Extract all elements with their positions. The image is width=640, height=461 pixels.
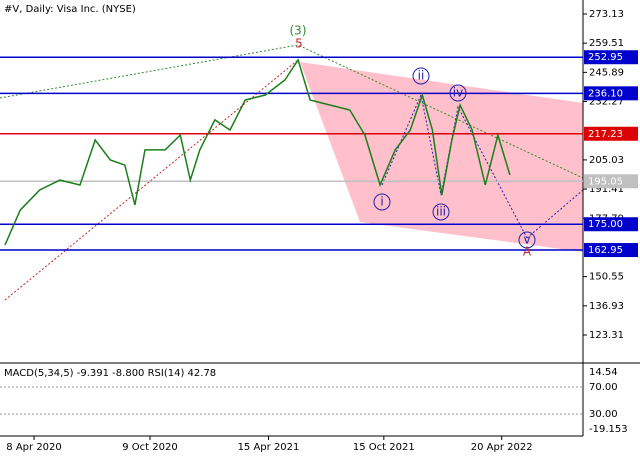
chart-title: #V, Daily: Visa Inc. (NYSE) (4, 4, 136, 15)
wave-label: i (380, 195, 383, 209)
x-tick-label: 15 Apr 2021 (238, 442, 300, 453)
y-tick-label: 273.13 (589, 9, 624, 20)
wave-label: 5 (295, 37, 303, 51)
indicator-axis-label: 70.00 (589, 382, 618, 393)
level-label: 175.00 (588, 219, 623, 230)
y-tick-label: 259.51 (589, 38, 624, 49)
x-tick-label: 15 Oct 2021 (353, 442, 415, 453)
level-label: 217.23 (588, 129, 623, 140)
x-tick-label: 8 Apr 2020 (6, 442, 61, 453)
wave-line (526, 189, 584, 239)
level-label: 252.95 (588, 52, 623, 63)
y-tick-label: 136.93 (589, 301, 624, 312)
wave-label: (3) (290, 24, 307, 38)
level-label: 236.10 (588, 88, 623, 99)
level-box (584, 86, 638, 101)
y-tick-label: 123.31 (589, 330, 624, 341)
wave-circle (518, 231, 536, 249)
wave-circle (432, 203, 450, 221)
wave-label: iii (436, 205, 446, 219)
indicator-axis-label: 30.00 (589, 409, 618, 420)
wave-label: A (523, 245, 532, 259)
wave-label: ii (418, 69, 425, 83)
y-tick-label: 245.89 (589, 67, 624, 78)
indicator-axis-label: 14.54 (589, 367, 618, 378)
indicator-title: MACD(5,34,5) -9.391 -8.800 RSI(14) 42.78 (4, 368, 216, 379)
y-tick-label: 232.27 (589, 97, 624, 108)
wave-circle (449, 84, 467, 102)
x-tick-label: 9 Oct 2020 (122, 442, 177, 453)
level-box (584, 174, 638, 189)
price-line (4, 58, 511, 246)
wave-label: v (523, 233, 530, 247)
wave-circle (412, 67, 430, 85)
wave-line (4, 59, 299, 301)
level-label: 195.05 (588, 176, 623, 187)
channel (300, 62, 583, 252)
y-tick-label: 191.41 (589, 184, 624, 195)
x-tick-label: 20 Apr 2022 (471, 442, 533, 453)
indicator-axis-label: -19.153 (589, 424, 628, 435)
level-box (584, 217, 638, 232)
y-tick-label: 150.55 (589, 272, 624, 283)
wave-line (381, 93, 528, 239)
level-label: 162.95 (588, 245, 623, 256)
wave-label: iv (453, 86, 463, 100)
y-tick-label: 205.03 (589, 155, 624, 166)
level-box (584, 243, 638, 258)
wave-circle (373, 193, 391, 211)
level-box (584, 126, 638, 141)
level-box (584, 50, 638, 65)
